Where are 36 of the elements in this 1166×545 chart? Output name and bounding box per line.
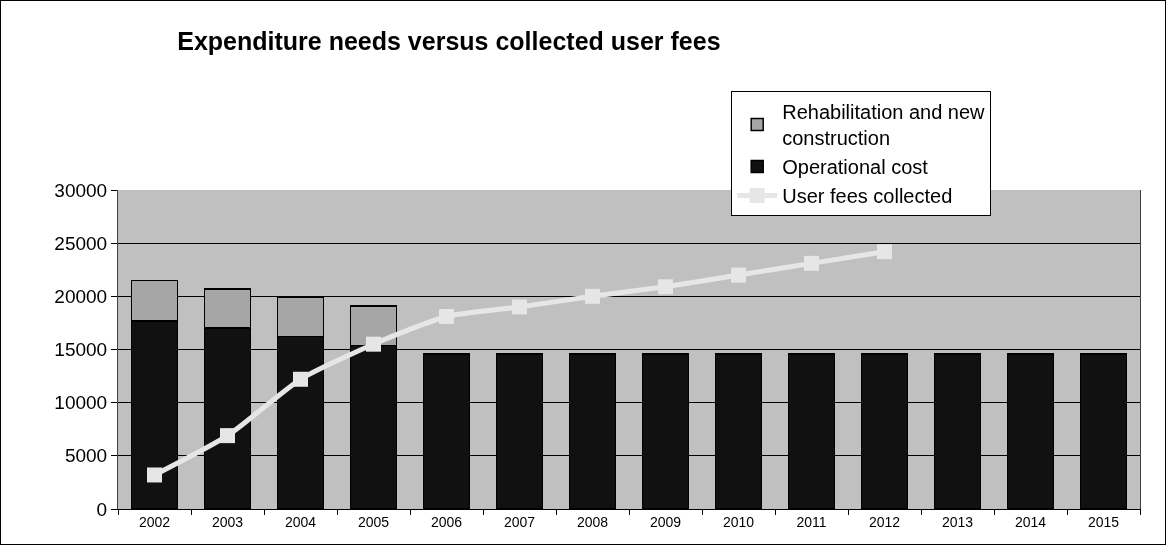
x-tick-label: 2004 — [284, 513, 317, 530]
point — [804, 255, 819, 271]
x-tick-label: 2012 — [868, 513, 901, 530]
x-tick-label: 2010 — [722, 513, 755, 530]
legend-label: Operational cost — [782, 156, 929, 179]
x-tick-label: 2005 — [357, 513, 390, 530]
point — [293, 371, 308, 387]
point — [658, 279, 673, 295]
x-tick-label: 2013 — [941, 513, 974, 530]
x-tick-label: 2006 — [430, 513, 463, 530]
point — [439, 309, 454, 325]
x-tick-label: 2007 — [503, 513, 536, 530]
y-tick-label: 10000 — [54, 392, 108, 414]
x-tick-label: 2015 — [1087, 513, 1120, 530]
y-tick-label: 0 — [96, 498, 108, 520]
point — [512, 299, 527, 315]
y-tick-label: 20000 — [54, 285, 108, 307]
chart-title: Expenditure needs versus collected user fees — [177, 26, 721, 55]
point — [585, 288, 600, 304]
x-tick-label: 2003 — [211, 513, 244, 530]
x-tick-label: 2002 — [138, 513, 171, 530]
x-tick-label: 2011 — [796, 513, 827, 530]
point — [220, 428, 235, 444]
y-tick-label: 15000 — [54, 339, 108, 361]
y-tick-label: 5000 — [64, 445, 108, 467]
point — [147, 467, 162, 483]
x-tick-label: 2008 — [576, 513, 609, 530]
legend-label: Rehabilitation and new construction — [782, 101, 986, 150]
point — [731, 267, 746, 283]
y-tick-label: 30000 — [54, 179, 108, 201]
y-tick-label: 25000 — [54, 232, 108, 254]
point — [877, 244, 892, 260]
legend-label: User fees collected — [782, 185, 953, 208]
x-tick-label: 2014 — [1014, 513, 1047, 530]
point — [366, 336, 381, 352]
x-tick-label: 2009 — [649, 513, 682, 530]
